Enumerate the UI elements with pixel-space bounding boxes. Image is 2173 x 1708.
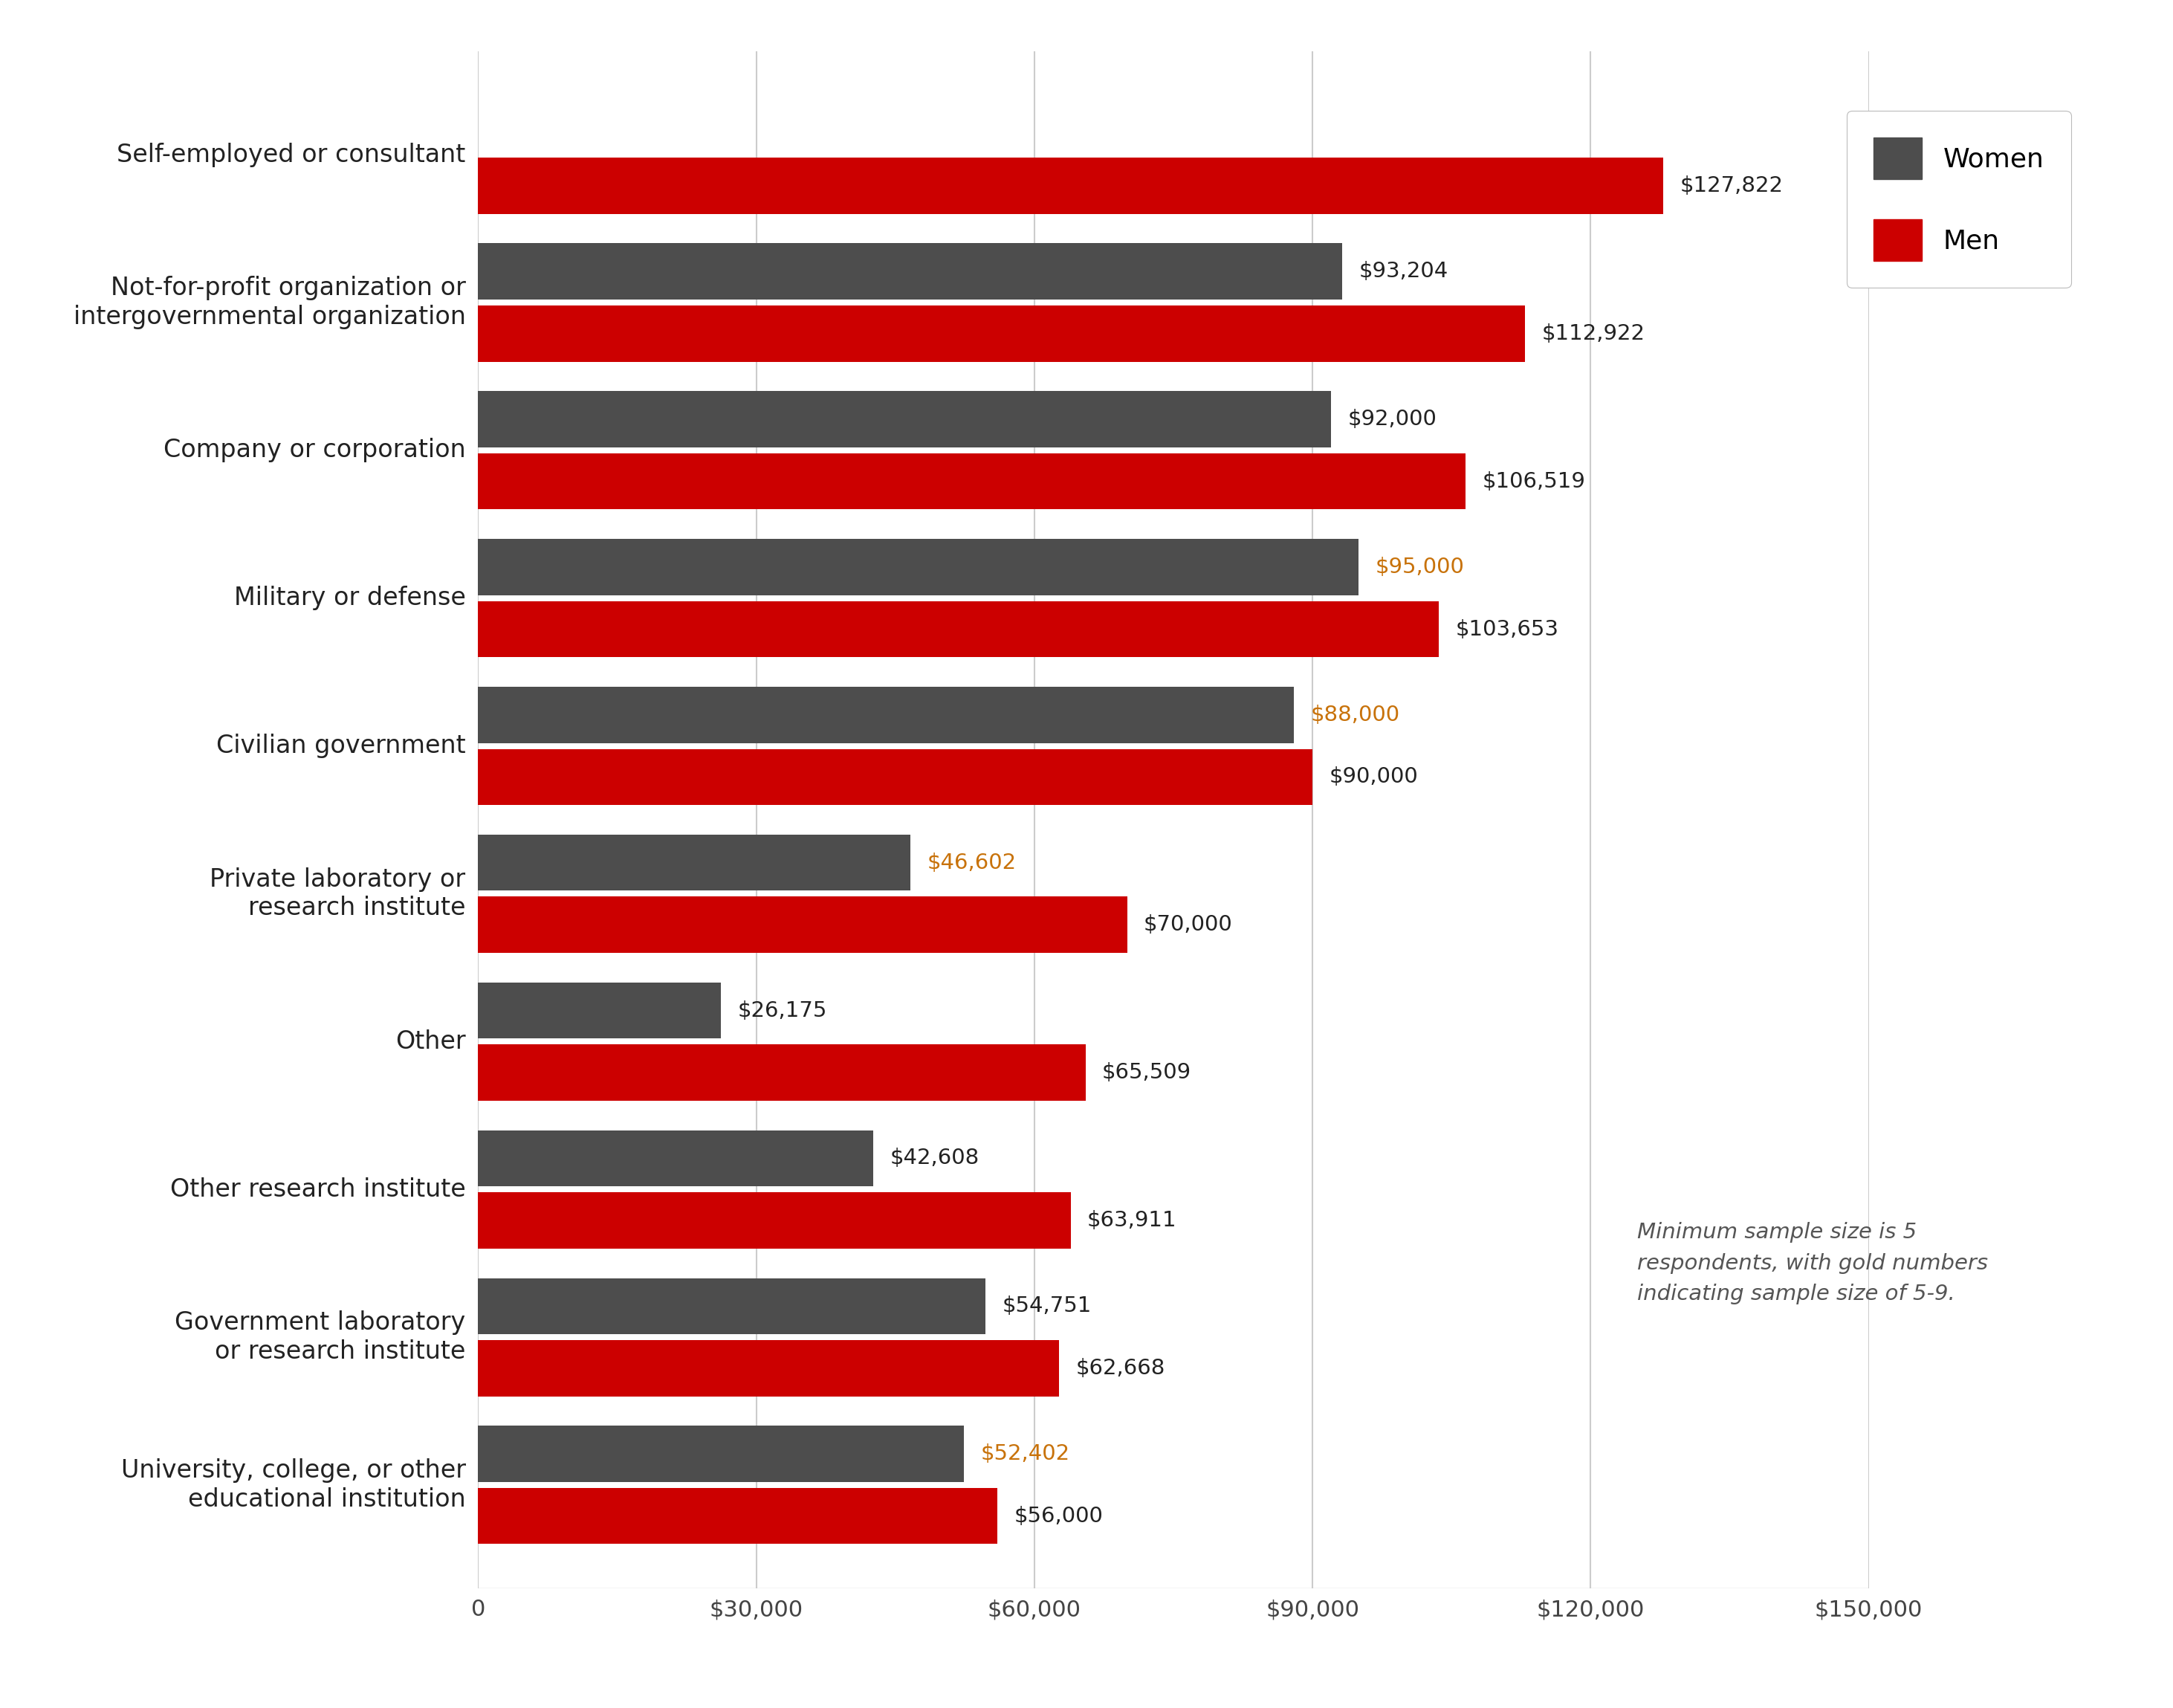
Text: $88,000: $88,000 <box>1310 704 1399 726</box>
Bar <box>478 157 1662 214</box>
Bar <box>478 453 1465 509</box>
Bar <box>478 1045 1086 1100</box>
Text: $62,668: $62,668 <box>1076 1358 1165 1378</box>
Bar <box>478 540 1358 594</box>
Bar <box>478 306 1525 362</box>
Bar <box>478 243 1343 299</box>
Bar <box>478 687 1293 743</box>
Text: $63,911: $63,911 <box>1086 1209 1178 1231</box>
Bar <box>478 897 1128 953</box>
Text: $103,653: $103,653 <box>1456 618 1558 639</box>
Bar <box>478 1426 965 1483</box>
Text: $127,822: $127,822 <box>1680 176 1784 196</box>
Bar <box>478 982 721 1038</box>
Bar <box>478 391 1332 447</box>
Bar <box>478 1192 1071 1249</box>
Text: $52,402: $52,402 <box>980 1443 1069 1464</box>
Text: $26,175: $26,175 <box>737 1001 828 1021</box>
Text: $54,751: $54,751 <box>1002 1296 1091 1317</box>
Bar <box>478 1341 1058 1395</box>
Text: Minimum sample size is 5
respondents, with gold numbers
indicating sample size o: Minimum sample size is 5 respondents, wi… <box>1636 1223 1988 1305</box>
Text: $42,608: $42,608 <box>889 1148 980 1168</box>
Bar <box>478 1278 987 1334</box>
Bar <box>478 1131 874 1187</box>
Text: $70,000: $70,000 <box>1143 914 1232 936</box>
Text: $65,509: $65,509 <box>1102 1062 1191 1083</box>
Text: $93,204: $93,204 <box>1358 261 1447 282</box>
Bar <box>478 1488 997 1544</box>
Text: $92,000: $92,000 <box>1347 408 1436 430</box>
Text: $95,000: $95,000 <box>1376 557 1465 577</box>
Text: $56,000: $56,000 <box>1015 1506 1104 1527</box>
Bar <box>478 601 1439 658</box>
Legend: Women, Men: Women, Men <box>1847 111 2071 287</box>
Text: $106,519: $106,519 <box>1482 471 1586 492</box>
Bar <box>478 835 910 892</box>
Text: $90,000: $90,000 <box>1330 767 1419 787</box>
Text: $46,602: $46,602 <box>928 852 1017 873</box>
Text: $112,922: $112,922 <box>1541 323 1645 343</box>
Bar <box>478 748 1312 804</box>
